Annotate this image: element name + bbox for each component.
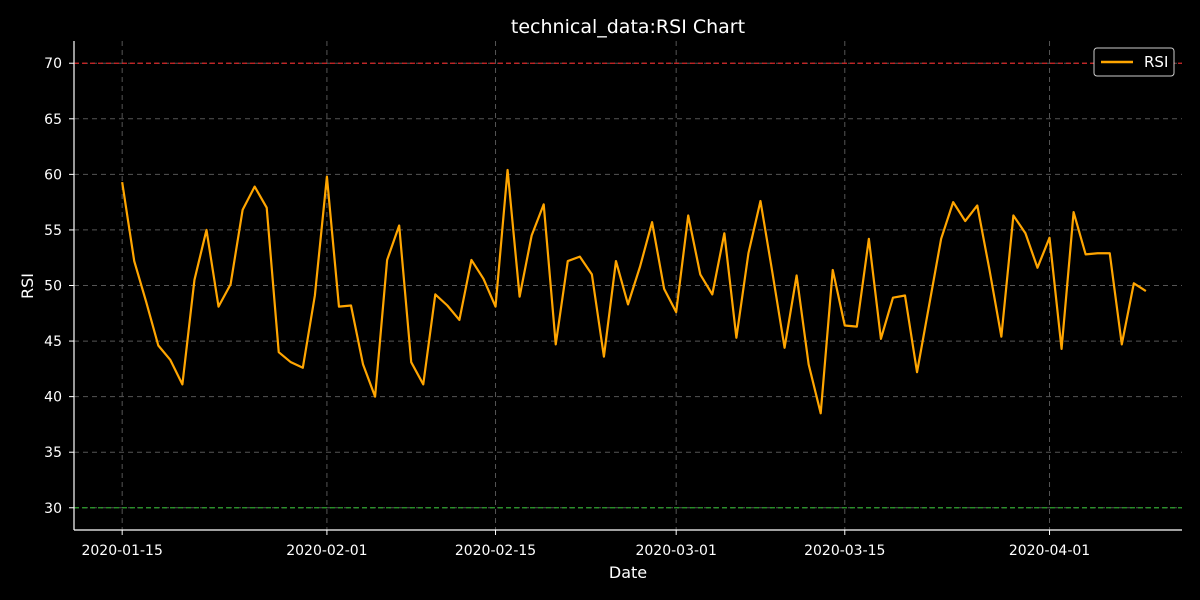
axes <box>69 41 1182 535</box>
reference-lines <box>74 62 1182 509</box>
series-line-rsi <box>121 168 1147 415</box>
x-tick-label-2020-01-15: 2020-01-15 <box>81 543 162 559</box>
chart-title: technical_data:RSI Chart <box>511 16 745 38</box>
y-tick-label-30: 30 <box>44 501 62 517</box>
y-tick-label-60: 60 <box>44 167 62 183</box>
y-tick-label-55: 55 <box>44 223 62 239</box>
tick-labels: 30 35 40 45 50 55 60 65 70 2020-01-15 2020-02-01 20… <box>44 56 1090 559</box>
x-tick-label-2020-02-15: 2020-02-15 <box>455 543 536 559</box>
y-tick-label-35: 35 <box>44 445 62 461</box>
x-tick-label-2020-03-01: 2020-03-01 <box>635 543 716 559</box>
x-axis-label: Date <box>609 563 647 582</box>
y-tick-label-40: 40 <box>44 390 62 406</box>
x-tick-label-2020-03-15: 2020-03-15 <box>804 543 885 559</box>
x-tick-label-2020-02-01: 2020-02-01 <box>286 543 367 559</box>
y-tick-label-45: 45 <box>44 334 62 350</box>
y-tick-label-65: 65 <box>44 112 62 128</box>
series-layer <box>121 168 1147 415</box>
y-axis-label: RSI <box>18 273 37 299</box>
legend-box <box>1093 47 1175 77</box>
y-tick-label-70: 70 <box>44 56 62 72</box>
x-tick-label-2020-04-01: 2020-04-01 <box>1009 543 1090 559</box>
legend-label-rsi: RSI <box>1144 53 1168 71</box>
y-tick-label-50: 50 <box>44 279 62 295</box>
legend: RSI <box>1093 47 1175 77</box>
